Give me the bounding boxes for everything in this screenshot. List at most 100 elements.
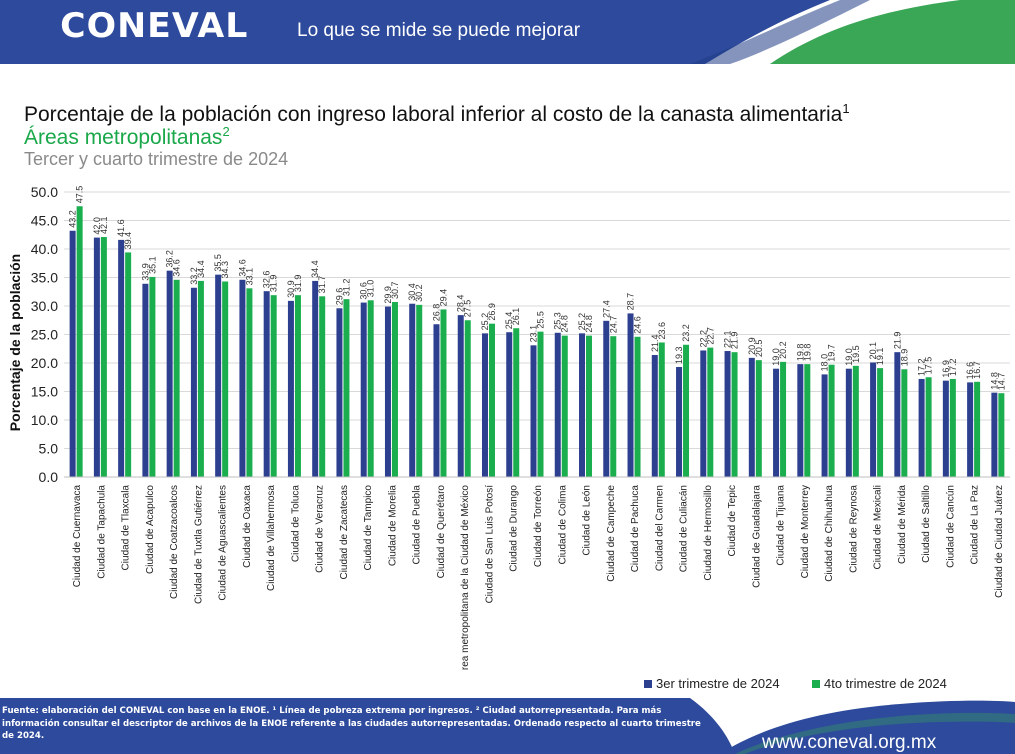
bar-q3 xyxy=(651,355,658,477)
data-label: 23.2 xyxy=(681,324,691,342)
category-label: Ciudad de Tijuana xyxy=(776,485,787,566)
bar-q4 xyxy=(513,328,520,477)
coneval-logo: CONEVAL xyxy=(60,6,249,46)
bar-q3 xyxy=(409,303,416,477)
category-label: Ciudad de Acapulco xyxy=(145,485,156,574)
bar-q3 xyxy=(142,283,149,477)
data-label: 19.5 xyxy=(851,345,861,363)
data-label: 20.5 xyxy=(754,340,764,358)
data-label: 23.6 xyxy=(657,322,667,340)
bar-q4 xyxy=(367,300,374,477)
data-label: 19.1 xyxy=(875,348,885,366)
category-label: Ciudad de Ciudad Juárez xyxy=(994,485,1005,598)
footnote-marker-2: 2 xyxy=(222,124,230,139)
data-label: 31.9 xyxy=(269,275,279,293)
bar-q3 xyxy=(118,239,125,477)
bar-q3 xyxy=(360,302,367,477)
header-background xyxy=(0,0,1015,64)
data-label: 31.7 xyxy=(317,276,327,294)
bar-q4 xyxy=(828,364,835,477)
bar-q4 xyxy=(731,352,738,477)
bar-q3 xyxy=(918,378,925,477)
footnote-marker-1: 1 xyxy=(842,101,850,116)
bar-q4 xyxy=(561,335,568,477)
bar-q4 xyxy=(925,377,932,477)
category-label: Ciudad de Aguascalientes xyxy=(218,485,229,601)
data-label: 41.6 xyxy=(116,219,126,237)
bar-q4 xyxy=(755,360,762,477)
bar-q4 xyxy=(707,347,714,477)
data-label: 25.2 xyxy=(480,313,490,331)
data-label: 34.6 xyxy=(172,259,182,277)
bar-q3 xyxy=(967,382,974,477)
bar-q4 xyxy=(901,369,908,477)
category-label: Ciudad de Chihuahua xyxy=(824,485,835,582)
bar-q3 xyxy=(166,270,173,477)
data-label: 33.9 xyxy=(140,263,150,281)
website-link[interactable]: www.coneval.org.mx xyxy=(762,732,937,753)
data-label: 21.9 xyxy=(892,332,902,350)
data-label: 19.7 xyxy=(827,344,837,362)
bar-q4 xyxy=(658,342,665,477)
data-label: 30.2 xyxy=(414,284,424,302)
bar-q3 xyxy=(554,332,561,477)
data-label: 24.7 xyxy=(608,316,618,334)
category-label: Ciudad de Villahermosa xyxy=(266,485,277,591)
bar-q3 xyxy=(821,374,828,477)
data-label: 30.7 xyxy=(390,281,400,299)
chart-subtitle: Áreas metropolitanas2 xyxy=(24,124,230,150)
data-label: 33.2 xyxy=(189,267,199,285)
y-tick-label: 10.0 xyxy=(31,412,58,428)
category-label: Ciudad de Oaxaca xyxy=(242,485,253,568)
data-label: 42.1 xyxy=(99,216,109,234)
data-label: 21.4 xyxy=(650,334,660,352)
bar-q3 xyxy=(530,345,537,477)
data-label: 23.1 xyxy=(529,325,539,343)
legend-label-q4: 4to trimestre de 2024 xyxy=(824,676,947,691)
bar-q4 xyxy=(804,364,811,477)
category-label: Ciudad de León xyxy=(582,485,593,556)
bar-q4 xyxy=(974,381,981,477)
data-label: 19.0 xyxy=(771,348,781,366)
category-label: Ciudad de Mérida xyxy=(897,485,908,564)
chart-title-text: Porcentaje de la población con ingreso l… xyxy=(24,103,843,126)
bar-q4 xyxy=(391,302,398,477)
bar-q3 xyxy=(287,300,294,477)
category-label: Ciudad de Tapachula xyxy=(96,485,107,579)
category-label: Ciudad de Mexicali xyxy=(873,485,884,570)
data-label: 26.1 xyxy=(511,308,521,326)
bar-q4 xyxy=(440,309,447,477)
data-label: 24.6 xyxy=(633,316,643,334)
category-label: Ciudad de Saltillo xyxy=(921,485,932,563)
category-label: Ciudad de Torreón xyxy=(533,485,544,567)
y-tick-label: 40.0 xyxy=(31,241,58,257)
category-label: Ciudad de Morelia xyxy=(387,485,398,567)
data-label: 26.9 xyxy=(487,303,497,321)
data-label: 17.2 xyxy=(948,358,958,376)
bar-q3 xyxy=(845,368,852,477)
bar-q3 xyxy=(506,332,513,477)
y-tick-label: 0.0 xyxy=(39,469,59,485)
data-label: 31.0 xyxy=(366,280,376,298)
y-tick-label: 45.0 xyxy=(31,213,58,229)
bar-q4 xyxy=(780,361,787,477)
data-label: 16.6 xyxy=(965,362,975,380)
bar-q3 xyxy=(603,320,610,477)
category-label: Ciudad de Tuxtla Gutiérrez xyxy=(193,485,204,604)
data-label: 25.3 xyxy=(553,312,563,330)
y-tick-label: 50.0 xyxy=(31,184,58,200)
bar-q4 xyxy=(416,304,423,477)
data-label: 29.6 xyxy=(334,288,344,306)
data-label: 25.5 xyxy=(536,311,546,329)
slogan: Lo que se mide se puede mejorar xyxy=(297,20,581,41)
bar-q3 xyxy=(748,357,755,477)
bar-q3 xyxy=(312,280,319,477)
data-label: 24.8 xyxy=(560,315,570,333)
bar-q4 xyxy=(634,336,641,477)
data-label: 28.4 xyxy=(456,295,466,313)
bar-q4 xyxy=(173,279,180,477)
data-label: 42.0 xyxy=(92,217,102,235)
category-label: Ciudad de Pachuca xyxy=(630,485,641,573)
bar-q4 xyxy=(294,295,301,477)
bar-q4 xyxy=(537,331,544,477)
